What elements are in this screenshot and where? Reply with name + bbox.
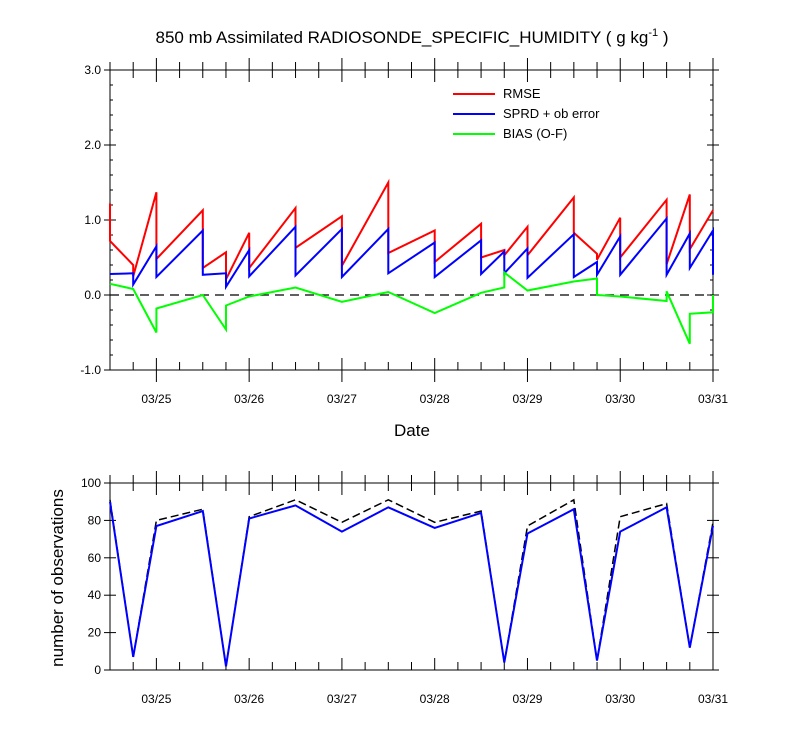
top-x-tick-label: 03/26 (234, 392, 264, 406)
top-series-sprd-ob-error (109, 215, 714, 291)
top-x-axis-label: Date (394, 421, 430, 440)
top-panel: -1.0 0.0 1.0 2.0 3.0 03/25 03/26 03/27 03/28 03/2… (80, 58, 728, 406)
bottom-panel: 0 20 40 60 80 100 03/25 03/26 03/27 03/28 03/29 03/… (81, 471, 728, 706)
top-x-tick-label: 03/31 (698, 392, 728, 406)
top-series-rmse (109, 178, 714, 280)
bottom-series-possible (109, 498, 714, 667)
bottom-y-tick-label: 20 (88, 626, 102, 640)
bottom-x-tick-label: 03/25 (141, 692, 171, 706)
bottom-x-tick-label: 03/28 (420, 692, 450, 706)
top-x-tick-label: 03/29 (512, 392, 542, 406)
top-x-tick-label: 03/28 (420, 392, 450, 406)
bottom-y-tick-label: 0 (94, 663, 101, 677)
bottom-x-tick-label: 03/31 (698, 692, 728, 706)
legend-label-rmse: RMSE (503, 86, 541, 101)
chart-title-superscript: -1 (648, 27, 658, 39)
bottom-series-assimilated (109, 501, 714, 667)
bottom-y-tick-label: 60 (88, 551, 102, 565)
top-x-tick-label: 03/27 (327, 392, 357, 406)
top-x-tick-label: 03/30 (605, 392, 635, 406)
top-plot-frame (109, 69, 714, 371)
top-y-tick-label: 3.0 (84, 63, 101, 77)
bottom-y-axis-label: number of observations (48, 489, 67, 667)
bottom-y-tick-label: 40 (88, 588, 102, 602)
top-series-bias-o-f (109, 270, 714, 345)
legend-label-bias-o-f: BIAS (O-F) (503, 126, 567, 141)
bottom-y-tick-label: 100 (81, 476, 101, 490)
bottom-x-tick-label: 03/30 (605, 692, 635, 706)
legend-label-sprd-ob-error: SPRD + ob error (503, 106, 600, 121)
top-y-tick-label: 0.0 (84, 288, 101, 302)
bottom-y-tick-label: 80 (88, 513, 102, 527)
bottom-x-tick-label: 03/29 (512, 692, 542, 706)
chart-title-main: 850 mb Assimilated RADIOSONDE_SPECIFIC_H… (156, 28, 649, 47)
bottom-x-tick-label: 03/26 (234, 692, 264, 706)
chart-title-suffix: ) (658, 28, 668, 47)
top-y-tick-label: 2.0 (84, 138, 101, 152)
top-x-tick-label: 03/25 (141, 392, 171, 406)
bottom-x-tick-label: 03/27 (327, 692, 357, 706)
top-y-tick-label: -1.0 (80, 363, 101, 377)
chart-title: 850 mb Assimilated RADIOSONDE_SPECIFIC_H… (156, 27, 669, 47)
top-y-tick-label: 1.0 (84, 213, 101, 227)
